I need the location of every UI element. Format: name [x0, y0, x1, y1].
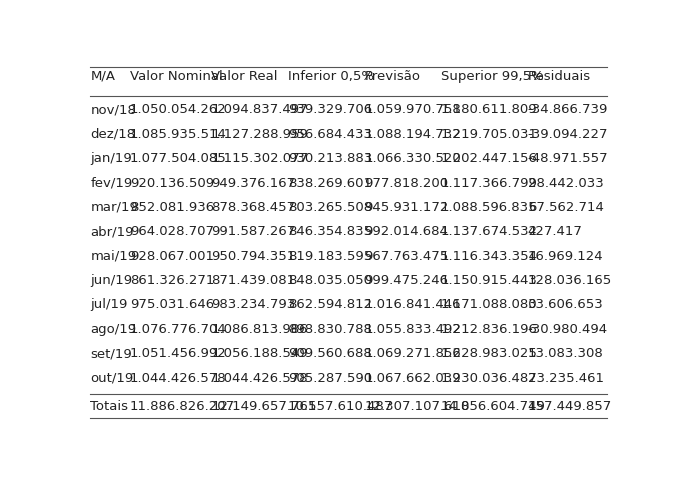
Text: 1.044.426.578: 1.044.426.578 [130, 372, 226, 385]
Text: Residuais: Residuais [528, 70, 591, 83]
Text: 157.449.857: 157.449.857 [528, 400, 612, 412]
Text: 1.086.813.986: 1.086.813.986 [211, 323, 308, 336]
Text: 930.213.883: 930.213.883 [288, 152, 372, 165]
Text: 1.116.343.354: 1.116.343.354 [441, 250, 538, 262]
Text: 14.056.604.749: 14.056.604.749 [441, 400, 545, 412]
Text: 1.127.288.959: 1.127.288.959 [211, 128, 308, 141]
Text: 862.594.812: 862.594.812 [288, 299, 372, 311]
Text: 1.088.194.732: 1.088.194.732 [364, 128, 461, 141]
Text: 1.050.054.262: 1.050.054.262 [130, 103, 226, 116]
Text: 852.081.936: 852.081.936 [130, 201, 214, 214]
Text: 950.794.351: 950.794.351 [211, 250, 296, 262]
Text: dez/18: dez/18 [90, 128, 135, 141]
Text: 846.354.835: 846.354.835 [288, 225, 372, 238]
Text: 1.117.366.799: 1.117.366.799 [441, 177, 538, 189]
Text: 999.475.246: 999.475.246 [364, 274, 448, 287]
Text: 1.137.674.532: 1.137.674.532 [441, 225, 538, 238]
Text: 878.368.457: 878.368.457 [211, 201, 296, 214]
Text: 10.557.610.487: 10.557.610.487 [288, 400, 393, 412]
Text: jan/19: jan/19 [90, 152, 132, 165]
Text: 991.587.267: 991.587.267 [211, 225, 296, 238]
Text: -39.094.227: -39.094.227 [528, 128, 608, 141]
Text: 977.818.200: 977.818.200 [364, 177, 448, 189]
Text: 848.035.050: 848.035.050 [288, 274, 372, 287]
Text: 928.067.001: 928.067.001 [130, 250, 214, 262]
Text: 128.036.165: 128.036.165 [528, 274, 612, 287]
Text: 1.219.705.031: 1.219.705.031 [441, 128, 538, 141]
Text: -30.980.494: -30.980.494 [528, 323, 608, 336]
Text: 1.051.456.992: 1.051.456.992 [130, 347, 226, 360]
Text: out/19: out/19 [90, 372, 133, 385]
Text: Valor Real: Valor Real [211, 70, 278, 83]
Text: 1.055.833.492: 1.055.833.492 [364, 323, 461, 336]
Text: M/A: M/A [90, 70, 116, 83]
Text: 1.069.271.856: 1.069.271.856 [364, 347, 461, 360]
Text: 1.228.983.025: 1.228.983.025 [441, 347, 538, 360]
Text: 1.171.088.080: 1.171.088.080 [441, 299, 537, 311]
Text: -34.866.739: -34.866.739 [528, 103, 608, 116]
Text: 975.031.646: 975.031.646 [130, 299, 214, 311]
Text: 1.150.915.443: 1.150.915.443 [441, 274, 538, 287]
Text: 898.830.788: 898.830.788 [288, 323, 372, 336]
Text: 12.307.107.618: 12.307.107.618 [364, 400, 470, 412]
Text: 956.684.433: 956.684.433 [288, 128, 372, 141]
Text: ago/19: ago/19 [90, 323, 137, 336]
Text: 13.083.308: 13.083.308 [528, 347, 603, 360]
Text: 1.115.302.077: 1.115.302.077 [211, 152, 309, 165]
Text: 1.059.970.758: 1.059.970.758 [364, 103, 461, 116]
Text: 1.085.935.514: 1.085.935.514 [130, 128, 226, 141]
Text: mar/19: mar/19 [90, 201, 138, 214]
Text: 1.066.330.520: 1.066.330.520 [364, 152, 461, 165]
Text: 1.067.662.039: 1.067.662.039 [364, 372, 461, 385]
Text: 1.094.837.497: 1.094.837.497 [211, 103, 308, 116]
Text: 920.136.509: 920.136.509 [130, 177, 214, 189]
Text: 819.183.595: 819.183.595 [288, 250, 372, 262]
Text: 1.230.036.487: 1.230.036.487 [441, 372, 537, 385]
Text: -48.971.557: -48.971.557 [528, 152, 609, 165]
Text: abr/19: abr/19 [90, 225, 134, 238]
Text: Totais: Totais [90, 400, 129, 412]
Text: 16.969.124: 16.969.124 [528, 250, 603, 262]
Text: 905.287.590: 905.287.590 [288, 372, 372, 385]
Text: 964.028.707: 964.028.707 [130, 225, 214, 238]
Text: 11.886.826.207: 11.886.826.207 [130, 400, 235, 412]
Text: 23.235.461: 23.235.461 [528, 372, 604, 385]
Text: 909.560.688: 909.560.688 [288, 347, 372, 360]
Text: 1.077.504.085: 1.077.504.085 [130, 152, 226, 165]
Text: 427.417: 427.417 [528, 225, 583, 238]
Text: 949.376.167: 949.376.167 [211, 177, 296, 189]
Text: 861.326.271: 861.326.271 [130, 274, 214, 287]
Text: jun/19: jun/19 [90, 274, 133, 287]
Text: Valor Nominal: Valor Nominal [130, 70, 222, 83]
Text: 1.044.426.578: 1.044.426.578 [211, 372, 308, 385]
Text: 28.442.033: 28.442.033 [528, 177, 603, 189]
Text: 939.329.706: 939.329.706 [288, 103, 372, 116]
Text: set/19: set/19 [90, 347, 132, 360]
Text: mai/19: mai/19 [90, 250, 137, 262]
Text: fev/19: fev/19 [90, 177, 133, 189]
Text: 67.562.714: 67.562.714 [528, 201, 604, 214]
Text: 803.265.508: 803.265.508 [288, 201, 372, 214]
Text: Inferior 0,5%: Inferior 0,5% [288, 70, 374, 83]
Text: 992.014.684: 992.014.684 [364, 225, 448, 238]
Text: 967.763.475: 967.763.475 [364, 250, 449, 262]
Text: 1.016.841.446: 1.016.841.446 [364, 299, 461, 311]
Text: 983.234.793: 983.234.793 [211, 299, 296, 311]
Text: 871.439.081: 871.439.081 [211, 274, 296, 287]
Text: 12.149.657.761: 12.149.657.761 [211, 400, 317, 412]
Text: jul/19: jul/19 [90, 299, 128, 311]
Text: 1.076.776.704: 1.076.776.704 [130, 323, 226, 336]
Text: 1.056.188.549: 1.056.188.549 [211, 347, 308, 360]
Text: 1.212.836.196: 1.212.836.196 [441, 323, 538, 336]
Text: 945.931.172: 945.931.172 [364, 201, 449, 214]
Text: 33.606.653: 33.606.653 [528, 299, 603, 311]
Text: Previsão: Previsão [364, 70, 420, 83]
Text: 1.088.596.835: 1.088.596.835 [441, 201, 537, 214]
Text: 1.180.611.809: 1.180.611.809 [441, 103, 537, 116]
Text: nov/18: nov/18 [90, 103, 136, 116]
Text: 838.269.601: 838.269.601 [288, 177, 372, 189]
Text: Superior 99,5%: Superior 99,5% [441, 70, 543, 83]
Text: 1.202.447.156: 1.202.447.156 [441, 152, 538, 165]
